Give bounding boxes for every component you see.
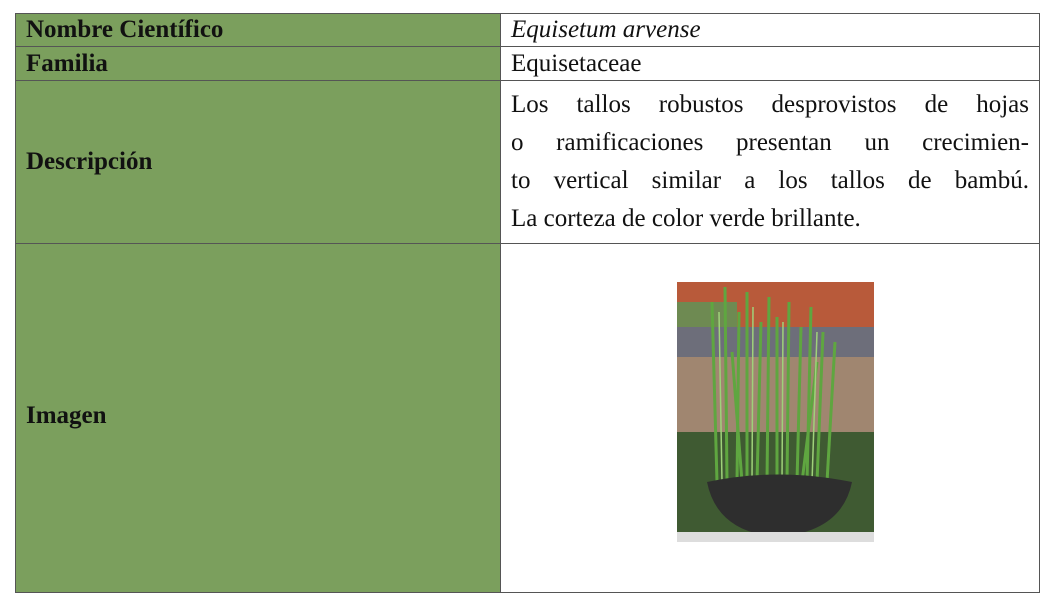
label-cell: Imagen [15,243,501,593]
label: Imagen [26,402,107,429]
value-cell [500,243,1040,593]
value-cell: Equisetum arvense [500,13,1040,47]
text-line: o ramificaciones presentan un crecimien- [511,129,1029,156]
label: Descripción [26,148,153,175]
label-cell: Familia [15,46,501,81]
value-cell: Los tallos robustos desprovistos de hoja… [500,80,1040,244]
value-cell: Equisetaceae [500,46,1040,81]
label: Familia [26,49,108,77]
label-cell: Descripción [15,80,501,244]
value: Equisetaceae [511,49,642,77]
value: Equisetum arvense [511,16,701,43]
plant-image [677,282,874,542]
text-line: Los tallos robustos desprovistos de hoja… [511,91,1029,118]
text-line: to vertical similar a los tallos de bamb… [511,167,1029,194]
label-cell: Nombre Científico [15,13,501,47]
label: Nombre Científico [26,16,224,43]
text-line: La corteza de color verde brillante. [511,205,861,232]
